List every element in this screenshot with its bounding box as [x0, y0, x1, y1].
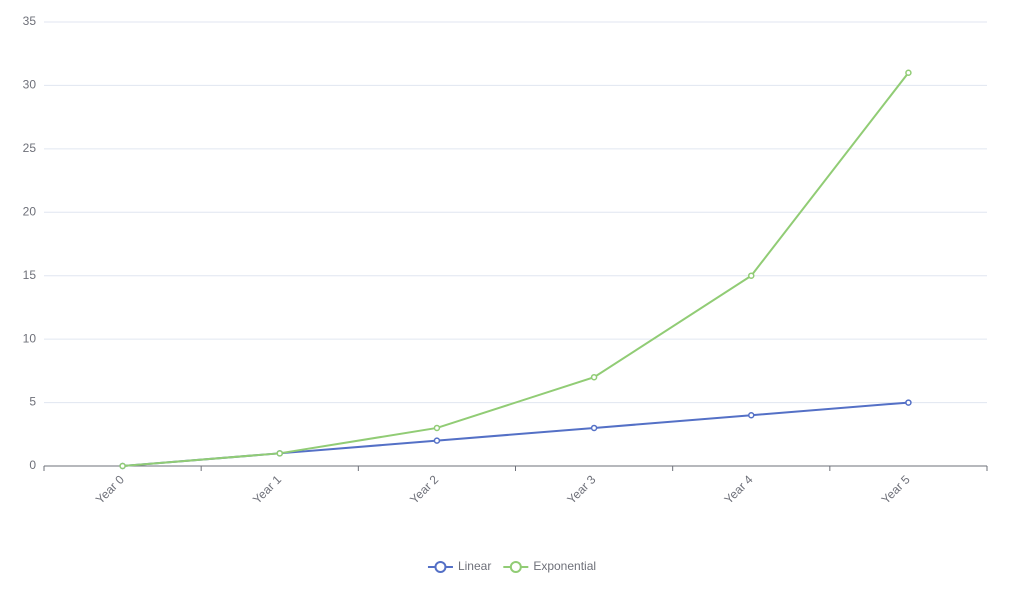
x-tick-label: Year 4: [721, 472, 755, 506]
legend-label: Linear: [458, 559, 491, 573]
y-tick-label: 0: [29, 458, 36, 472]
data-point: [433, 424, 441, 432]
series-line: [122, 72, 910, 467]
data-point: [748, 272, 755, 279]
y-tick-label: 25: [23, 141, 37, 155]
legend-icon: [434, 561, 447, 573]
legend-label: Exponential: [533, 559, 596, 573]
legend-item[interactable]: Linear: [427, 559, 491, 573]
y-tick-label: 15: [23, 268, 37, 282]
x-tick-label: Year 1: [250, 472, 284, 506]
data-point: [590, 373, 598, 381]
data-point: [905, 69, 912, 76]
data-point: [748, 412, 755, 419]
y-tick-label: 5: [29, 395, 36, 409]
y-tick-label: 30: [23, 78, 37, 92]
data-point: [590, 424, 598, 432]
legend-icon: [509, 561, 522, 573]
x-tick-label: Year 2: [407, 472, 441, 506]
data-point: [119, 462, 126, 470]
data-point: [433, 437, 441, 444]
x-tick-label: Year 5: [879, 472, 913, 506]
legend-item[interactable]: Exponential: [503, 559, 596, 573]
legend: Linear Exponential: [427, 559, 596, 573]
y-tick-label: 20: [23, 204, 37, 218]
x-tick-label: Year 0: [93, 472, 127, 506]
x-tick-label: Year 3: [564, 472, 598, 506]
data-point: [276, 450, 283, 457]
data-point: [905, 399, 912, 406]
y-tick-label: 35: [23, 14, 37, 28]
y-tick-label: 10: [23, 331, 37, 345]
